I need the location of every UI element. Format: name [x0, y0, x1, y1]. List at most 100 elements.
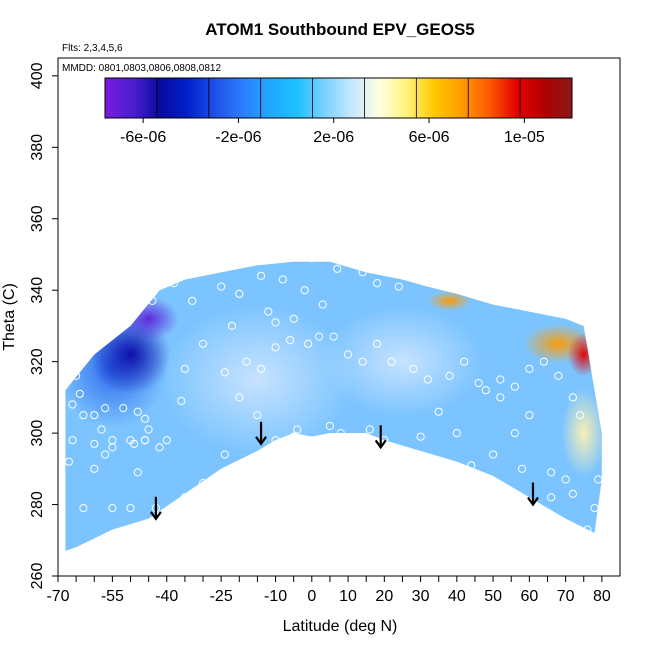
observation-point — [188, 296, 197, 305]
observation-point — [72, 371, 81, 380]
observation-point — [470, 489, 480, 498]
colorbar-gradient — [104, 77, 573, 119]
observation-point — [90, 439, 99, 448]
mmdd-note: MMDD: 0801,0803,0806,0808,0812 — [62, 63, 221, 74]
observation-point — [220, 368, 229, 377]
observation-point — [271, 343, 280, 352]
observation-point — [235, 393, 244, 402]
observation-point — [373, 279, 382, 288]
observation-point — [409, 364, 418, 373]
observation-point — [271, 318, 280, 327]
x-tick-label: 60 — [520, 588, 538, 605]
observation-point — [539, 357, 549, 366]
observation-point — [307, 436, 316, 445]
observation-point — [510, 429, 520, 438]
observation-point — [590, 504, 599, 513]
field-region-tropics — [321, 307, 484, 417]
observation-point — [333, 264, 342, 273]
x-tick-label: 40 — [448, 588, 466, 605]
observation-point — [373, 339, 382, 348]
observation-point — [434, 407, 443, 416]
observation-point — [304, 339, 313, 348]
observation-point — [496, 393, 505, 402]
x-tick-label: 0 — [307, 588, 316, 605]
observation-point — [325, 421, 334, 431]
observation-point — [75, 389, 84, 398]
observation-point — [155, 443, 164, 452]
observation-point — [394, 282, 403, 291]
field-region-north-red — [567, 332, 600, 377]
observation-point — [133, 468, 142, 477]
observation-point — [278, 275, 287, 284]
observation-point — [68, 436, 77, 445]
observation-point — [289, 314, 298, 323]
observation-point — [416, 275, 425, 284]
observation-point — [358, 357, 367, 366]
observation-point — [351, 436, 360, 445]
observation-point — [289, 432, 298, 441]
field-region-south-purple — [118, 296, 179, 341]
observation-point — [525, 364, 534, 373]
observation-point — [416, 432, 425, 441]
x-tick-label: 50 — [484, 588, 502, 605]
observation-point — [79, 504, 88, 513]
observation-point — [64, 457, 74, 466]
observation-point — [293, 425, 302, 434]
observation-point — [90, 411, 99, 420]
x-axis: -70 -55 -40 -25 -10 0 10 20 30 40 50 60 70 80 — [46, 576, 611, 605]
colorbar-tick-label: 2e-06 — [313, 129, 354, 146]
x-axis-label: Latitude (deg N) — [283, 618, 398, 635]
observation-point — [79, 411, 88, 420]
observation-point — [329, 332, 338, 341]
colorbar-tick-label: 6e-06 — [409, 129, 450, 146]
observation-point — [119, 404, 128, 413]
flights-note: Flts: 2,3,4,5,6 — [62, 43, 123, 54]
observation-point — [169, 279, 179, 288]
observation-point — [496, 375, 505, 384]
observation-point — [510, 382, 520, 391]
observation-point — [561, 475, 570, 484]
colorbar-tick-label: -2e-06 — [215, 129, 261, 146]
observation-point — [256, 271, 266, 280]
observation-point — [315, 332, 324, 341]
observation-point — [97, 425, 106, 434]
observation-point — [140, 414, 150, 423]
arrow-marker — [255, 421, 267, 446]
y-tick-label: 340 — [29, 277, 46, 304]
y-tick-label: 320 — [29, 348, 46, 375]
x-tick-label: -10 — [264, 588, 287, 605]
observation-point — [101, 404, 110, 413]
observation-point — [576, 411, 585, 420]
arrow-marker — [374, 425, 387, 450]
observation-point — [235, 289, 244, 298]
arrow-markers — [150, 421, 539, 521]
arrow-marker — [527, 482, 539, 507]
observation-point — [387, 357, 396, 366]
y-tick-label: 400 — [29, 62, 46, 89]
observation-point — [481, 386, 490, 395]
observation-point — [256, 364, 266, 373]
observation-point — [554, 371, 563, 380]
y-tick-label: 360 — [29, 205, 46, 232]
observation-point — [227, 321, 237, 330]
observation-point — [148, 296, 157, 305]
x-tick-label: -40 — [155, 588, 178, 605]
observation-point — [140, 436, 150, 445]
plot-frame — [57, 57, 621, 577]
field-region-mid-orange — [427, 291, 472, 311]
observation-point — [532, 504, 541, 513]
observation-point — [344, 350, 353, 359]
x-tick-label: 30 — [412, 588, 430, 605]
observation-point — [318, 300, 327, 309]
observation-point — [220, 450, 229, 459]
observation-point — [271, 436, 280, 445]
observation-point — [108, 443, 117, 452]
observation-point — [180, 493, 189, 502]
observation-point — [518, 464, 527, 473]
x-tick-label: 10 — [339, 588, 357, 605]
observation-point — [264, 307, 273, 316]
x-tick-label: -55 — [101, 588, 124, 605]
observation-point — [133, 407, 142, 416]
x-tick-label: 20 — [375, 588, 393, 605]
